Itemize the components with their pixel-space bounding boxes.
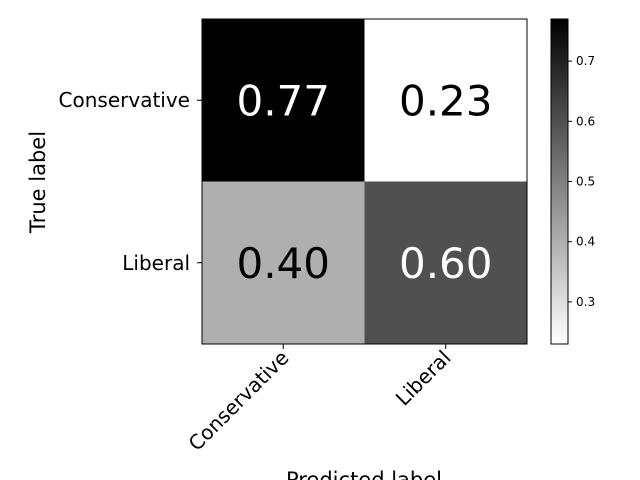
y-tick-label-liberal: Liberal bbox=[122, 251, 190, 275]
x-axis-label: Predicted label bbox=[286, 468, 442, 480]
cell-value-label-r1-c1: 0.60 bbox=[399, 239, 493, 288]
colorbar-tick-label: 0.5 bbox=[576, 175, 595, 189]
y-tick-label-conservative: Conservative bbox=[59, 88, 190, 112]
x-tick-marks bbox=[282, 344, 447, 349]
colorbar-tick-label: 0.6 bbox=[576, 114, 595, 128]
colorbar-tick-label: 0.3 bbox=[576, 295, 595, 309]
cell-value-label-r0-c0: 0.77 bbox=[236, 76, 330, 125]
heatmap-cell-r0-c0 bbox=[202, 19, 365, 182]
colorbar-ticks: 0.3 0.4 0.5 0.6 0.7 bbox=[568, 54, 595, 309]
colorbar-tick-label: 0.7 bbox=[576, 54, 595, 68]
plot-frame bbox=[201, 18, 528, 345]
cell-value-label-r1-c0: 0.40 bbox=[236, 239, 330, 288]
y-axis-label: True label bbox=[26, 131, 50, 234]
colorbar bbox=[550, 18, 569, 345]
heatmap-cell-r1-c0 bbox=[202, 181, 365, 344]
cell-value-label-r0-c1: 0.23 bbox=[399, 76, 493, 125]
colorbar-tick-label: 0.4 bbox=[576, 235, 595, 249]
heatmap-cell-r1-c1 bbox=[364, 181, 527, 344]
x-tick-label-conservative: Conservative bbox=[184, 346, 294, 456]
y-tick-marks bbox=[197, 99, 202, 264]
heatmap-cells: 0.77 0.23 0.40 0.60 bbox=[202, 19, 527, 344]
heatmap-cell-r0-c1 bbox=[364, 19, 527, 182]
x-tick-label-liberal: Liberal bbox=[391, 346, 456, 411]
